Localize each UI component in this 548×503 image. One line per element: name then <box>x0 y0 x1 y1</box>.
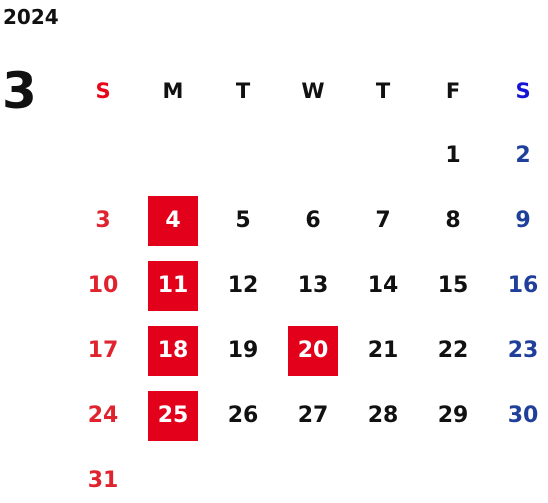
day-cell <box>208 448 278 503</box>
day-cell: 10 <box>87 273 119 298</box>
day-cell: 14 <box>367 273 399 298</box>
weekday-monday: M <box>162 78 184 103</box>
day-cell: 3 <box>95 208 111 233</box>
calendar-grid: S M T W T F S 1 2 3 4 5 6 7 8 9 10 11 12… <box>68 58 548 503</box>
day-cell: 7 <box>375 208 391 233</box>
weekday-tuesday: T <box>235 78 251 103</box>
day-cell: 13 <box>297 273 329 298</box>
day-cell: 24 <box>87 403 119 428</box>
day-cell <box>418 448 488 503</box>
day-cell: 1 <box>445 143 461 168</box>
highlight-chip: 18 <box>148 325 198 376</box>
day-cell: 6 <box>305 208 321 233</box>
day-cell <box>138 123 208 188</box>
day-cell-highlighted: 25 <box>138 383 208 448</box>
weekday-sunday: S <box>95 78 111 103</box>
day-cell: 2 <box>515 143 531 168</box>
day-cell: 21 <box>367 338 399 363</box>
day-cell-highlighted: 18 <box>138 318 208 383</box>
day-cell: 31 <box>87 468 119 493</box>
weekday-saturday: S <box>515 78 531 103</box>
day-cell <box>488 448 548 503</box>
day-cell <box>348 448 418 503</box>
day-cell: 16 <box>507 273 539 298</box>
day-cell: 26 <box>227 403 259 428</box>
day-cell: 29 <box>437 403 469 428</box>
year-label: 2024 <box>3 5 59 29</box>
day-cell: 28 <box>367 403 399 428</box>
day-cell: 27 <box>297 403 329 428</box>
day-cell <box>68 123 138 188</box>
day-cell: 19 <box>227 338 259 363</box>
day-cell: 15 <box>437 273 469 298</box>
day-cell: 8 <box>445 208 461 233</box>
day-cell <box>138 448 208 503</box>
day-cell: 30 <box>507 403 539 428</box>
day-cell: 9 <box>515 208 531 233</box>
day-cell-highlighted: 11 <box>138 253 208 318</box>
day-cell <box>278 123 348 188</box>
highlight-chip: 20 <box>288 325 338 376</box>
highlight-chip: 4 <box>148 195 198 246</box>
day-cell <box>208 123 278 188</box>
day-cell <box>278 448 348 503</box>
day-cell: 23 <box>507 338 539 363</box>
day-cell: 17 <box>87 338 119 363</box>
highlight-chip: 25 <box>148 390 198 441</box>
day-cell-highlighted: 4 <box>138 188 208 253</box>
highlight-chip: 11 <box>148 260 198 311</box>
day-cell: 5 <box>235 208 251 233</box>
day-cell: 22 <box>437 338 469 363</box>
weekday-friday: F <box>445 78 461 103</box>
day-cell-highlighted: 20 <box>278 318 348 383</box>
weekday-wednesday: W <box>301 78 325 103</box>
weekday-thursday: T <box>375 78 391 103</box>
day-cell <box>348 123 418 188</box>
month-number: 3 <box>2 62 37 120</box>
day-cell: 12 <box>227 273 259 298</box>
